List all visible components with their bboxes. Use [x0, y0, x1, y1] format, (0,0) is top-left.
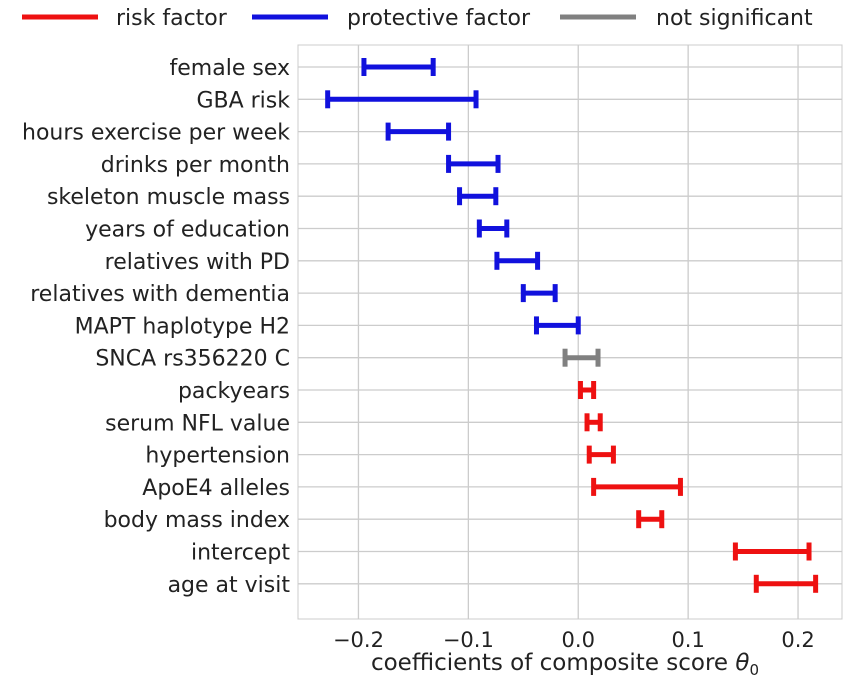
interval-relatives-with-dementia — [520, 284, 558, 303]
legend-label-protective: protective factor — [347, 6, 531, 31]
y-tick-label: intercept — [191, 541, 290, 566]
x-tick-label: 0.0 — [562, 628, 595, 652]
interval-hours-exercise-per-week — [385, 122, 452, 141]
interval-female-sex — [361, 58, 436, 76]
interval-apoe4-alleles — [591, 477, 683, 496]
interval-snca-rs356220-c — [562, 348, 601, 367]
intervals — [325, 58, 819, 593]
plot-frame — [297, 44, 843, 620]
interval-intercept — [732, 542, 812, 561]
y-tick-label: MAPT haplotype H2 — [75, 314, 290, 339]
x-tick-label: −0.2 — [333, 628, 384, 652]
y-tick-label: age at visit — [168, 573, 291, 598]
x-tick-label: 0.2 — [781, 628, 814, 652]
interval-packyears — [577, 381, 597, 399]
y-tick-label: drinks per month — [101, 153, 290, 178]
x-tick-label: 0.1 — [671, 628, 704, 652]
y-tick-label: body mass index — [104, 508, 290, 533]
interval-mapt-haplotype-h2 — [533, 316, 581, 335]
grid — [298, 45, 842, 619]
interval-years-of-education — [476, 219, 510, 238]
y-tick-label: female sex — [170, 56, 290, 81]
interval-gba-risk — [325, 90, 479, 109]
y-tick-label: GBA risk — [196, 88, 290, 113]
x-axis-label: coefficients of composite score θ0 — [371, 650, 759, 679]
y-tick-label: relatives with dementia — [30, 282, 290, 307]
interval-body-mass-index — [636, 510, 665, 529]
y-tick-label: packyears — [178, 379, 290, 404]
y-tick-label: years of education — [85, 218, 290, 243]
interval-hypertension — [586, 445, 616, 464]
y-tick-label: ApoE4 alleles — [142, 476, 290, 501]
y-tick-label: SNCA rs356220 C — [95, 347, 290, 372]
interval-serum-nfl-value — [584, 413, 603, 432]
interval-skeleton-muscle-mass — [457, 187, 499, 206]
y-tick-label: serum NFL value — [105, 411, 290, 436]
x-tick-label: −0.1 — [443, 628, 494, 652]
interval-relatives-with-pd — [494, 251, 541, 270]
interval-drinks-per-month — [446, 154, 501, 173]
y-tick-labels: female sex GBA risk hours exercise per wee… — [22, 56, 290, 598]
legend-label-not-significant: not significant — [656, 6, 813, 31]
y-tick-label: relatives with PD — [105, 250, 290, 275]
legend: risk factor protective factor not signif… — [22, 6, 813, 31]
interval-age-at-visit — [753, 574, 819, 593]
y-tick-label: hours exercise per week — [22, 121, 290, 146]
y-tick-label: hypertension — [145, 444, 290, 469]
y-tick-label: skeleton muscle mass — [47, 185, 290, 210]
x-tick-labels: −0.2 −0.1 0.0 0.1 0.2 — [333, 628, 815, 652]
legend-label-risk: risk factor — [116, 6, 228, 31]
